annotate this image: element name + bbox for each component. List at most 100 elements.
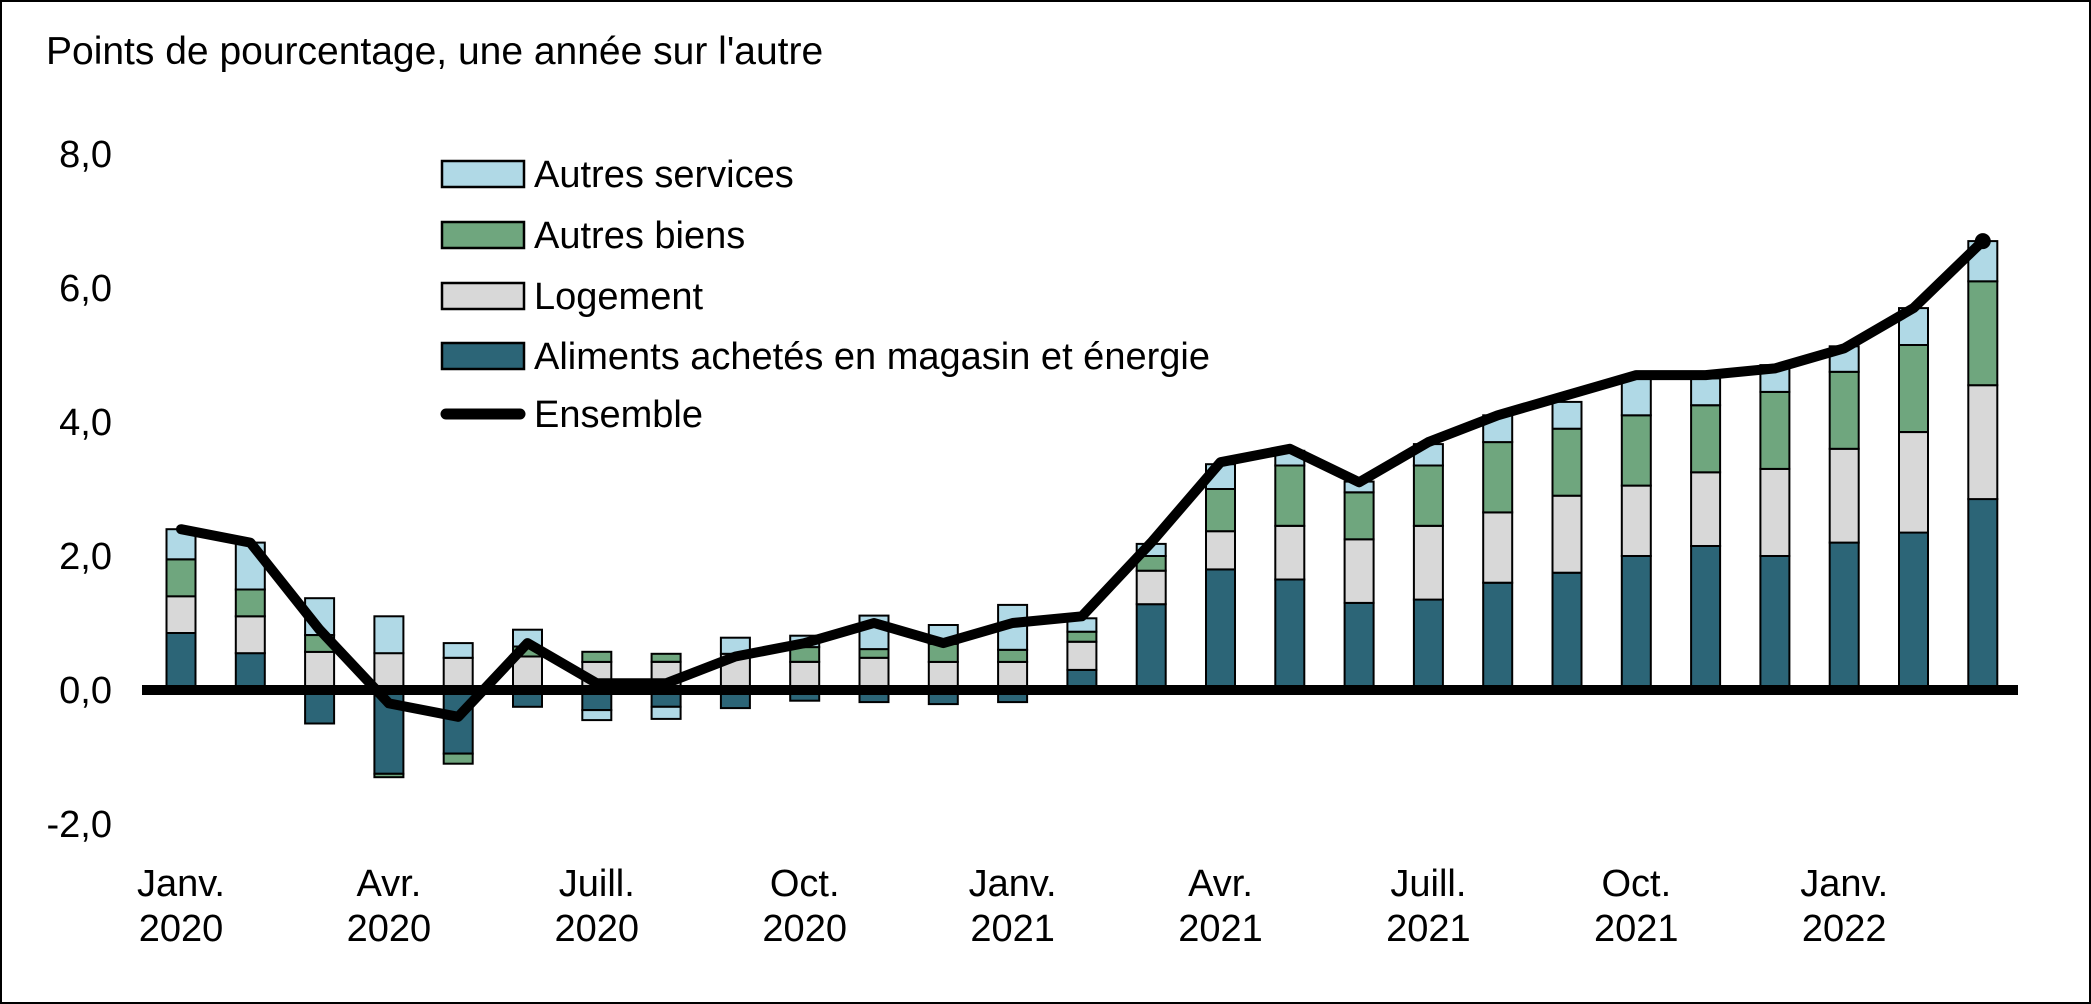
bar-segment-0 (165, 595, 197, 635)
bar-segment-21 (1620, 484, 1652, 558)
bar-segment-1 (234, 588, 266, 618)
bar-segment-18 (1412, 464, 1444, 527)
bar-segment-3 (373, 652, 405, 691)
x-tick-label-year: 2021 (1594, 908, 1679, 950)
bar-segment-15 (1205, 568, 1236, 692)
bar-segment-18 (1412, 524, 1444, 601)
bar-segment-25 (1898, 431, 1929, 534)
bar-segment-22 (1690, 377, 1722, 407)
bar-segment-0 (165, 632, 197, 691)
y-tick-label: 4,0 (59, 402, 112, 444)
legend-label-2: Logement (534, 276, 703, 318)
bar-segment-24 (1828, 370, 1860, 450)
bar-segment-24 (1828, 541, 1860, 691)
bar-segment-14 (1135, 569, 1167, 606)
bar-segment-14 (1135, 603, 1167, 692)
bar-segment-17 (1343, 491, 1375, 541)
x-tick-label-month: Janv. (137, 863, 225, 905)
bar-segment-2 (304, 689, 336, 725)
bar-segment-17 (1343, 538, 1375, 604)
bar-segment-26 (1967, 498, 1999, 691)
bar-segment-22 (1690, 471, 1722, 547)
bar-segment-20 (1551, 400, 1583, 430)
bar-segment-15 (1205, 488, 1236, 533)
bar-segment-2 (304, 650, 336, 691)
bar-segment-4 (442, 642, 474, 659)
bar-segment-10 (858, 656, 890, 691)
bar-segment-3 (373, 615, 405, 655)
x-tick-label-year: 2020 (555, 908, 640, 950)
bar-segment-17 (1343, 601, 1375, 692)
x-tick-label-year: 2020 (347, 908, 432, 950)
bar-segment-10 (858, 648, 890, 659)
ensemble-end-dot (1974, 233, 1991, 250)
legend-label-1: Autres biens (534, 215, 745, 257)
bar-segment-12 (997, 648, 1029, 663)
legend-swatch-2 (440, 281, 526, 311)
bar-segment-26 (1967, 280, 1999, 387)
bar-segment-7 (650, 652, 682, 663)
bar-segment-26 (1967, 384, 1999, 501)
x-tick-label-year: 2021 (1386, 908, 1471, 950)
bar-segment-19 (1482, 441, 1514, 514)
bar-segment-7 (650, 705, 682, 720)
bar-segment-1 (234, 615, 266, 655)
bar-segment-25 (1898, 531, 1929, 691)
bar-segment-23 (1759, 555, 1791, 691)
x-tick-label-year: 2021 (1178, 908, 1263, 950)
y-tick-label: 2,0 (59, 536, 112, 578)
bar-segment-21 (1620, 414, 1652, 487)
bar-segment-19 (1482, 581, 1514, 691)
bar-segment-5 (512, 655, 543, 691)
bar-segment-21 (1620, 377, 1652, 417)
x-axis-baseline (142, 685, 2018, 695)
x-tick-label-year: 2020 (762, 908, 847, 950)
bar-segment-20 (1551, 571, 1583, 692)
bar-segment-20 (1551, 494, 1583, 574)
bar-segment-1 (234, 652, 266, 691)
bar-segment-4 (442, 656, 474, 691)
legend-swatch-1 (440, 220, 526, 250)
x-tick-label-year: 2020 (139, 908, 224, 950)
bar-segment-6 (581, 650, 613, 663)
bar-segment-19 (1482, 511, 1514, 584)
chart-title: Points de pourcentage, une année sur l'a… (46, 30, 824, 73)
x-tick-label-month: Avr. (1188, 863, 1253, 905)
x-tick-label-month: Avr. (357, 863, 422, 905)
bar-segment-18 (1412, 598, 1444, 691)
ensemble-line (176, 236, 1988, 722)
bar-segment-22 (1690, 404, 1722, 474)
x-tick-label-month: Juill. (559, 863, 635, 905)
y-tick-label: -2,0 (47, 804, 112, 846)
legend-label-4: Ensemble (534, 394, 703, 436)
bar-segment-16 (1274, 578, 1306, 691)
bar-segment-16 (1274, 464, 1306, 527)
bar-segment-6 (581, 709, 613, 722)
legend-label-3: Aliments achetés en magasin et énergie (534, 336, 1210, 378)
legend-label-0: Autres services (534, 154, 794, 196)
bar-segment-25 (1898, 343, 1929, 433)
x-tick-label-month: Janv. (1800, 863, 1888, 905)
bar-segment-20 (1551, 427, 1583, 497)
x-tick-label-month: Oct. (770, 863, 840, 905)
bar-segment-13 (1066, 630, 1098, 643)
bar-segment-23 (1759, 390, 1791, 470)
x-tick-label-month: Janv. (969, 863, 1057, 905)
bar-segment-4 (442, 752, 474, 765)
x-tick-label-year: 2021 (970, 908, 1055, 950)
bar-segment-24 (1828, 447, 1860, 544)
y-tick-label: 6,0 (59, 268, 112, 310)
bar-segment-13 (1066, 640, 1098, 671)
x-tick-label-month: Juill. (1390, 863, 1466, 905)
bar-segment-21 (1620, 555, 1652, 691)
y-tick-label: 0,0 (59, 670, 112, 712)
legend-swatch-0 (440, 159, 526, 189)
x-tick-label-month: Oct. (1601, 863, 1671, 905)
legend-swatch-3 (440, 341, 526, 371)
bar-segment-0 (165, 558, 197, 598)
bar-segment-15 (1205, 530, 1236, 571)
bar-segment-3 (373, 772, 405, 779)
bar-segment-23 (1759, 467, 1791, 557)
